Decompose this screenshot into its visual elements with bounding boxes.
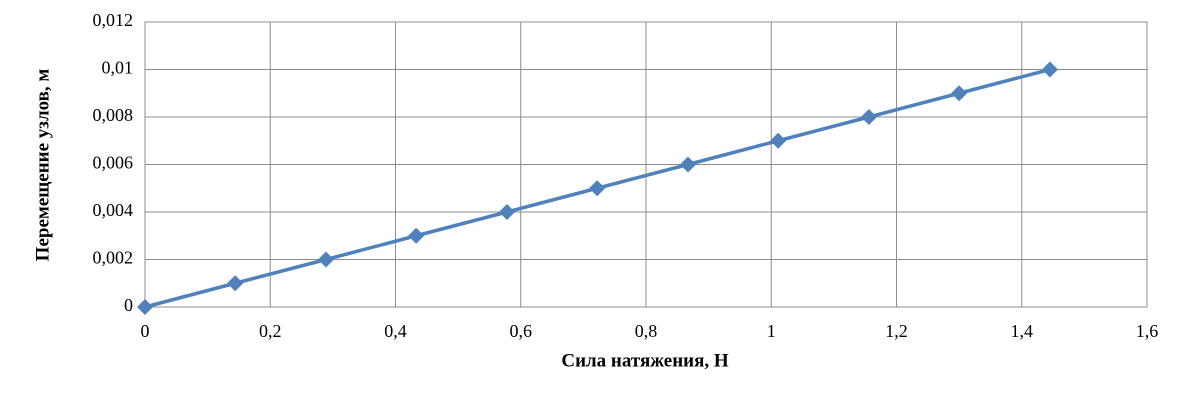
marker <box>1041 61 1058 78</box>
marker <box>137 299 153 315</box>
y-tick-label: 0,008 <box>93 105 134 125</box>
marker <box>408 227 425 244</box>
x-tick-label: 0,4 <box>384 321 407 341</box>
y-tick-label: 0,004 <box>93 200 134 220</box>
y-tick-label: 0,012 <box>93 10 134 30</box>
marker <box>498 204 515 220</box>
x-axis-title: Сила натяжения, Н <box>561 350 729 371</box>
x-tick-label: 0 <box>141 321 150 341</box>
x-tick-label: 0,6 <box>510 321 533 341</box>
y-tick-label: 0,002 <box>93 248 134 268</box>
y-tick-label: 0 <box>124 295 133 315</box>
x-tick-label: 1,6 <box>1136 321 1159 341</box>
marker <box>317 251 334 268</box>
marker <box>860 109 877 125</box>
x-tick-label: 1,2 <box>885 321 908 341</box>
marker <box>227 275 244 292</box>
x-tick-label: 0,2 <box>259 321 282 341</box>
marker <box>679 156 696 173</box>
y-tick-label: 0,006 <box>93 153 134 173</box>
y-axis-title: Перемещение узлов, м <box>32 69 53 262</box>
x-tick-label: 0,8 <box>635 321 658 341</box>
x-tick-label: 1 <box>767 321 776 341</box>
plot-border <box>144 21 1148 308</box>
y-tick-label: 0,01 <box>102 58 134 78</box>
marker <box>589 180 606 197</box>
marker <box>770 132 787 149</box>
x-tick-label: 1,4 <box>1011 321 1034 341</box>
marker <box>951 85 968 102</box>
